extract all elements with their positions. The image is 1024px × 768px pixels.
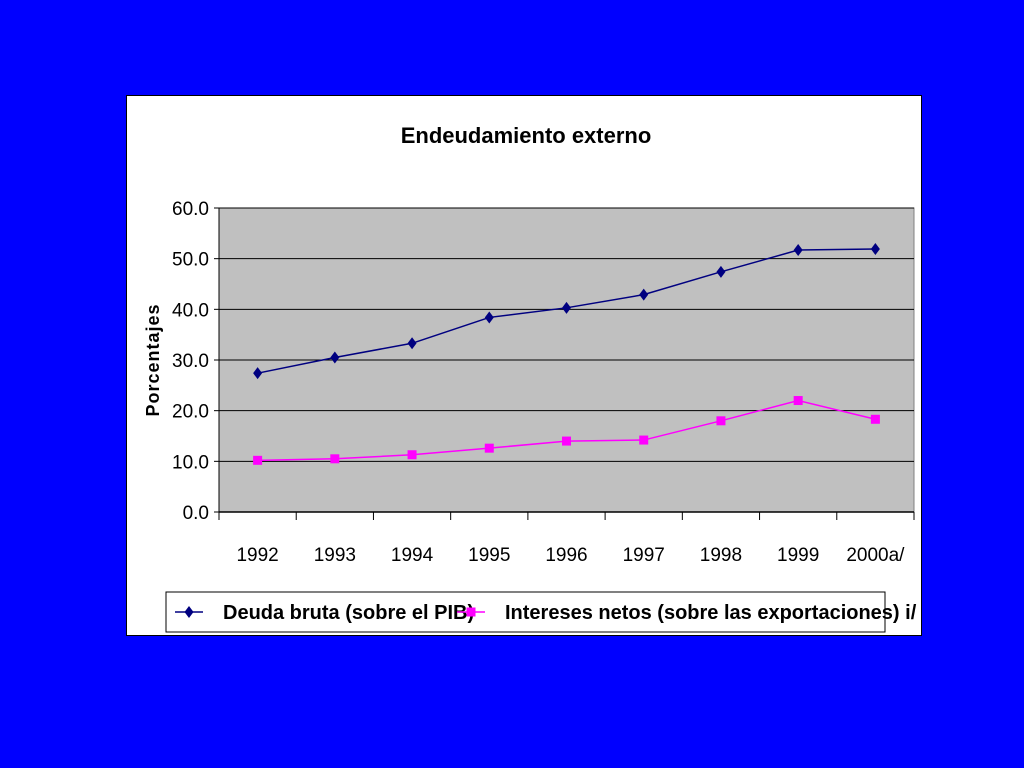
legend-marker <box>184 606 194 618</box>
x-tick-label: 1998 <box>700 545 742 566</box>
y-tick-label: 20.0 <box>172 402 209 423</box>
x-tick-label: 1992 <box>236 545 278 566</box>
x-tick-label: 1995 <box>468 545 510 566</box>
series-1-point <box>716 265 726 278</box>
x-axis: 1992 1993 1994 1995 1996 1997 1998 1999 2000a/ <box>218 511 915 566</box>
series-1-point <box>639 288 649 301</box>
line-chart: Endeudamiento externo Porcentajes 0.0 10.… <box>143 123 917 633</box>
x-tick-label: 1996 <box>545 545 587 566</box>
chart-frame: Endeudamiento externo Porcentajes 0.0 10.… <box>126 95 922 636</box>
series-2-point <box>330 454 340 464</box>
series-2-point <box>793 396 803 406</box>
legend-label: Intereses netos (sobre las exportaciones… <box>505 602 917 624</box>
series-1-point <box>484 311 494 324</box>
legend-label: Deuda bruta (sobre el PIB) <box>223 602 474 624</box>
series-2-point <box>639 435 649 445</box>
series-1-point <box>407 337 417 350</box>
legend-box <box>165 591 886 633</box>
legend-marker <box>466 607 476 617</box>
y-tick-label: 40.0 <box>172 300 209 321</box>
x-tick-label: 1994 <box>391 545 434 566</box>
y-tick-label: 0.0 <box>183 503 209 524</box>
series-2-point <box>716 416 726 426</box>
legend: Deuda bruta (sobre el PIB) Intereses neto… <box>165 591 917 633</box>
x-tick-label: 2000a/ <box>846 545 905 566</box>
y-tick-label: 30.0 <box>172 351 209 372</box>
series-1-point <box>253 367 263 380</box>
x-tick-label: 1993 <box>314 545 356 566</box>
series-2-point <box>870 414 880 424</box>
series-group <box>253 243 880 465</box>
series-2-point <box>407 450 417 460</box>
y-tick-label: 60.0 <box>172 199 209 220</box>
series-1-point <box>793 244 803 257</box>
series-1-point <box>330 351 340 364</box>
y-axis: 0.0 10.0 20.0 30.0 40.0 50.0 60.0 <box>172 199 220 524</box>
x-tick-label: 1999 <box>777 545 819 566</box>
y-axis-label: Porcentajes <box>143 303 163 416</box>
series-2-point <box>484 443 494 453</box>
series-1-point <box>562 301 571 314</box>
series-2-point <box>253 455 263 465</box>
x-tick-label: 1997 <box>623 545 665 566</box>
y-tick-label: 50.0 <box>172 250 209 271</box>
chart-title: Endeudamiento externo <box>401 123 652 148</box>
series-1-point <box>870 243 880 256</box>
series-2-point <box>562 436 571 446</box>
y-tick-label: 10.0 <box>172 452 209 473</box>
